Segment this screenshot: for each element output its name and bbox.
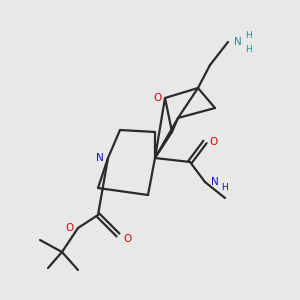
- Text: O: O: [124, 234, 132, 244]
- Text: H: H: [244, 44, 251, 53]
- Text: O: O: [209, 137, 217, 147]
- Text: N: N: [96, 153, 104, 163]
- Text: N: N: [211, 177, 219, 187]
- Text: N: N: [234, 37, 242, 47]
- Text: O: O: [153, 93, 161, 103]
- Text: H: H: [244, 31, 251, 40]
- Text: O: O: [66, 223, 74, 233]
- Text: H: H: [222, 184, 228, 193]
